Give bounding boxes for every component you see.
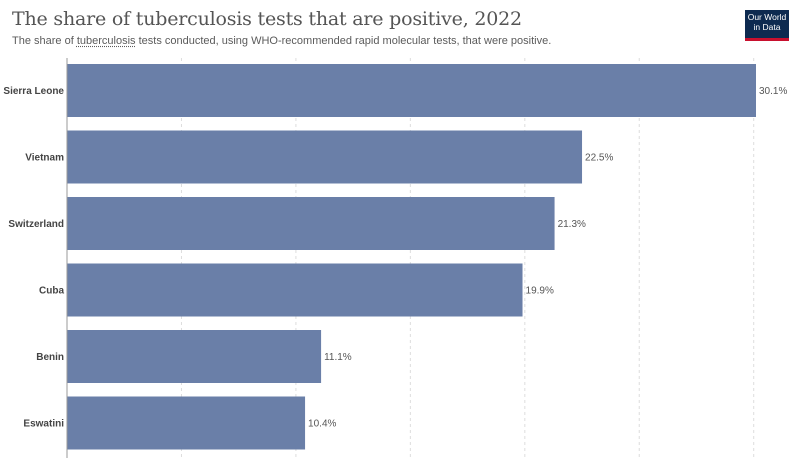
category-label: Benin [36,352,64,363]
bars [67,64,756,450]
labels: Sierra Leone 30.1% Vietnam 22.5% Switzerland… [3,86,787,430]
chart-title: The share of tuberculosis tests that are… [12,8,522,30]
category-label: Eswatini [23,419,64,430]
owid-logo[interactable]: Our World in Data [745,10,789,41]
gridlines [180,58,755,458]
value-label: 10.4% [308,419,336,430]
category-label: Switzerland [8,219,64,230]
category-label: Vietnam [25,153,64,164]
tuberculosis-link[interactable]: tuberculosis [76,35,136,47]
bar-sierra-leone[interactable] [67,64,756,117]
subtitle-text-end: tests conducted, using WHO-recommended r… [135,35,552,47]
logo-line-1: Our World [747,12,787,22]
subtitle-text-start: The share of [12,35,77,47]
category-label: Sierra Leone [3,86,64,97]
bar-cuba[interactable] [67,263,523,317]
chart-subtitle: The share of tuberculosis tests conducte… [12,35,551,47]
value-label: 30.1% [759,86,787,97]
value-label: 22.5% [585,153,613,164]
logo-line-2: in Data [753,22,781,32]
value-label: 19.9% [526,286,554,297]
bar-benin[interactable] [67,330,322,383]
value-label: 21.3% [558,219,586,230]
bar-vietnam[interactable] [67,130,583,184]
value-label: 11.1% [324,352,352,363]
bar-eswatini[interactable] [67,396,306,450]
category-label: Cuba [39,286,64,297]
bar-switzerland[interactable] [67,197,555,250]
